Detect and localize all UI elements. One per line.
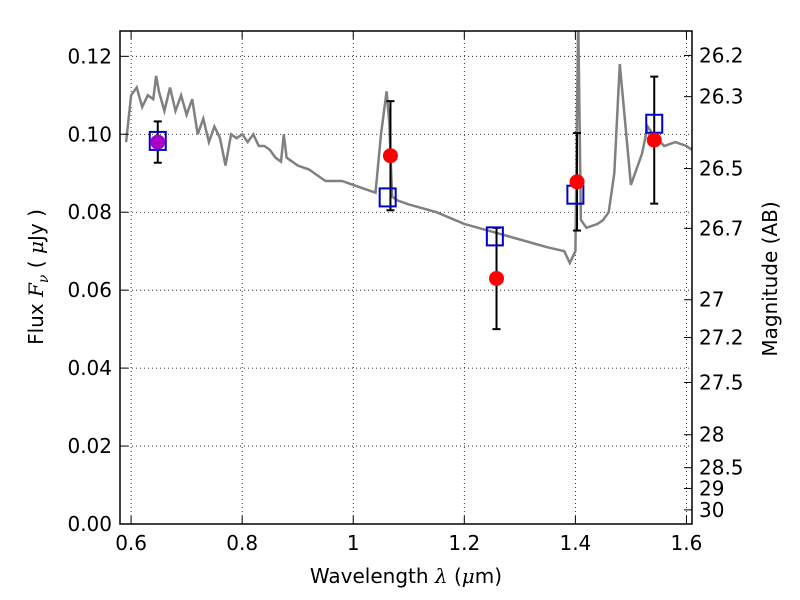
x-tick-label: 0.6	[115, 531, 147, 555]
observed-point	[489, 270, 505, 286]
observed-point	[569, 174, 585, 190]
x-tick-label: 1.2	[448, 531, 480, 555]
x-axis-ticks: 0.6 0.8 1 1.2 1.4 1.6	[115, 31, 702, 555]
model-point	[378, 187, 397, 208]
model-point	[485, 226, 504, 247]
y2-tick-label: 27.2	[699, 325, 744, 349]
y-axis-label: Flux Fν ( μJy )	[24, 209, 52, 345]
y2-tick-label: 26.3	[699, 85, 744, 109]
x-tick-label: 1.6	[671, 531, 703, 555]
y2-tick-label: 28.5	[699, 456, 744, 480]
observed-point	[646, 132, 662, 148]
plot-frame	[119, 30, 693, 525]
y2-tick-label: 26.2	[699, 43, 744, 67]
x-axis-label: Wavelength λ (μm)	[310, 564, 502, 588]
y2-axis-label: Magnitude (AB)	[758, 201, 782, 356]
plot-background	[120, 31, 692, 524]
observed-point	[382, 148, 398, 164]
sed-curve	[124, 31, 692, 266]
y2-tick-label: 27.5	[699, 371, 744, 395]
x-tick-label: 0.8	[226, 531, 258, 555]
y-tick-label: 0.12	[67, 44, 112, 68]
y-tick-label: 0.00	[67, 512, 112, 536]
x-tick-label: 1.4	[559, 531, 591, 555]
sed-curve-group	[124, 31, 692, 266]
y-tick-label: 0.10	[67, 122, 112, 146]
y2-tick-label: 30	[699, 498, 724, 522]
observed-point-group	[150, 132, 662, 286]
model-point	[148, 130, 167, 151]
y-tick-label: 0.04	[67, 356, 112, 380]
y2-tick-label: 28	[699, 423, 724, 447]
y2-tick-label: 26.7	[699, 216, 744, 240]
y2-tick-label: 27	[699, 288, 724, 312]
y-tick-label: 0.08	[67, 200, 112, 224]
y-tick-label: 0.02	[67, 434, 112, 458]
observed-point	[150, 134, 166, 150]
y2-tick-label: 26.5	[699, 157, 744, 181]
x-tick-label: 1	[347, 531, 360, 555]
y-axis-ticks: 0.00 0.02 0.04 0.06 0.08 0.10 0.12	[67, 44, 128, 536]
y-tick-label: 0.06	[67, 278, 112, 302]
y2-tick-label: 29	[699, 476, 724, 500]
